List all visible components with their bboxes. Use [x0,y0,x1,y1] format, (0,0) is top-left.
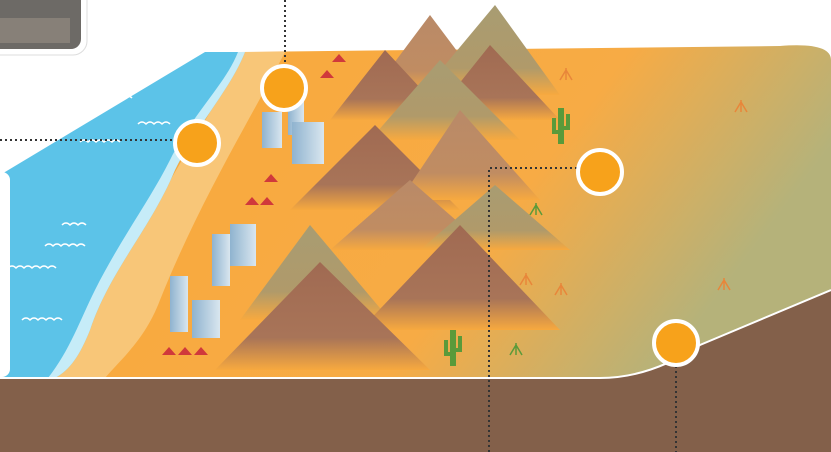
shape [529,203,543,216]
shape [264,174,278,182]
hotspot[interactable] [260,64,308,112]
shape [444,330,462,366]
shape [61,222,87,227]
shape [260,197,274,205]
shape [717,278,731,291]
shape [509,343,523,356]
rect [170,276,188,332]
rect [212,234,230,286]
shape [7,265,57,270]
cacti [444,108,570,366]
shape [107,95,133,100]
shape [162,347,176,355]
rect [292,122,324,164]
shape [320,70,334,78]
mountains [215,5,570,370]
shape [44,243,86,248]
shape [734,100,748,113]
leader-lines [0,0,677,452]
shape [245,197,259,205]
beach [55,52,285,378]
houses [162,54,346,355]
hotspots [173,64,700,367]
ground [0,290,831,452]
shape [137,121,171,126]
shape [519,273,533,286]
shrubs [509,68,748,356]
shape [559,68,573,81]
photo-detail [0,18,70,43]
shape [332,54,346,62]
side-panel [0,172,10,377]
shape [21,317,63,322]
rect [230,224,256,266]
hotspot[interactable] [576,148,624,196]
shape [215,262,430,370]
shape [400,110,540,200]
shape [178,347,192,355]
hotspot[interactable] [652,319,700,367]
shape [194,347,208,355]
hotspot[interactable] [173,119,221,167]
shape [554,283,568,296]
shape [552,108,570,144]
shape [370,60,520,140]
rect [262,112,282,148]
buildings [170,95,324,338]
rect [192,300,220,338]
shape [360,225,560,330]
